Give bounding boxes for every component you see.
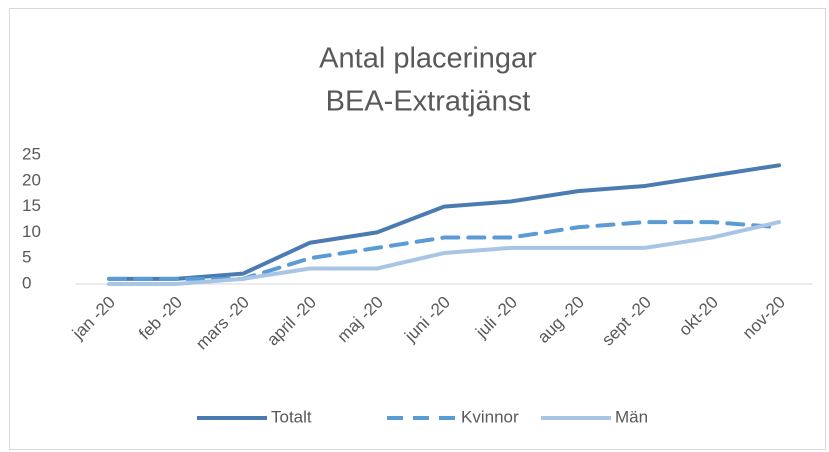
- y-tick-label: 5: [22, 248, 31, 267]
- chart-title: Antal placeringar: [319, 43, 537, 75]
- chart-subtitle: BEA-Extratjänst: [326, 86, 531, 118]
- y-tick-label: 15: [22, 196, 41, 215]
- legend-label: Totalt: [271, 407, 312, 426]
- y-tick-label: 0: [22, 273, 31, 292]
- y-tick-label: 25: [22, 144, 41, 163]
- legend-label: Män: [615, 407, 648, 426]
- series-line: [107, 163, 781, 281]
- series-line: [107, 220, 781, 286]
- y-tick-label: 10: [22, 222, 41, 241]
- legend-label: Kvinnor: [461, 407, 519, 426]
- chart-border: [9, 8, 826, 450]
- y-tick-label: 20: [22, 170, 41, 189]
